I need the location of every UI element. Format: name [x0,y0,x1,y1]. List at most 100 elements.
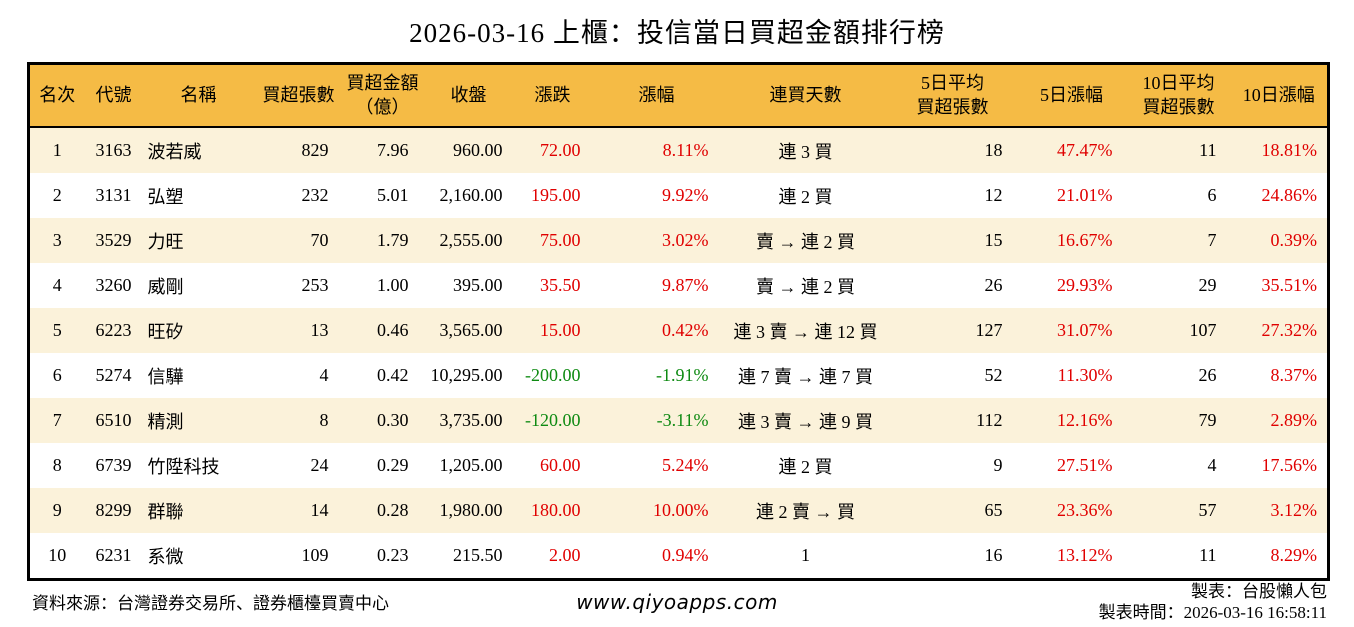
header-cell-change-pct: 漲幅 [590,63,723,128]
cell-close: 215.50 [453,545,503,565]
cell-code: 3260 [95,275,132,295]
cell-avg5-volume: 127 [975,320,1003,340]
cell-close: 2,555.00 [439,230,503,250]
table-row: 8 6739 竹陞科技 24 0.29 1,205.00 60.00 5.24% 連 2 買 9 2… [28,443,1329,488]
table-row: 7 6510 精測 8 0.30 3,735.00 -120.00 -3.11% 連 3 賣 →… [28,398,1329,443]
cell-streak-days: 連 7 賣 → 連 7 買 [738,366,873,387]
cell-avg10-volume: 6 [1207,185,1217,205]
header-cell-pct10: 10日漲幅 [1230,63,1329,128]
cell-net-buy-amount: 0.42 [377,365,409,385]
cell-avg5-volume: 16 [984,545,1003,565]
cell-pct10: 8.29% [1270,545,1318,565]
table-header-row: 名次 代號 名稱 買超張數 買超金額 （億） 收盤 漲跌 漲幅 連買天數 5日平均 買超張數 5日漲… [28,63,1329,128]
cell-code: 5274 [95,365,132,385]
cell-net-buy-volume: 253 [301,275,329,295]
cell-close: 3,565.00 [439,320,503,340]
cell-net-buy-amount: 0.46 [377,320,409,340]
cell-avg10-volume: 107 [1189,320,1217,340]
timestamp-label: 製表時間：2026-03-16 16:58:11 [1098,603,1327,622]
cell-avg10-volume: 26 [1198,365,1217,385]
cell-avg10-volume: 7 [1207,230,1217,250]
header-cell-net-buy-amount: 買超金額 （億） [342,63,423,128]
cell-net-buy-amount: 1.79 [377,230,409,250]
cell-change: 72.00 [540,140,581,160]
cell-pct5: 31.07% [1057,320,1113,340]
cell-streak-days: 連 2 賣 → 買 [756,501,855,522]
cell-change-pct: 5.24% [662,455,709,475]
page-title: 2026-03-16 上櫃：投信當日買超金額排行榜 [409,18,945,48]
cell-avg5-volume: 12 [984,185,1003,205]
cell-net-buy-volume: 109 [301,545,329,565]
table-row: 5 6223 旺矽 13 0.46 3,565.00 15.00 0.42% 連 3 賣 → 連… [28,308,1329,353]
cell-pct10: 0.39% [1270,230,1318,250]
cell-change-pct: 0.42% [662,320,709,340]
cell-avg5-volume: 52 [984,365,1003,385]
cell-streak-days: 1 [801,545,810,565]
cell-code: 8299 [95,500,132,520]
cell-streak-days: 連 3 賣 → 連 12 買 [733,321,878,342]
cell-pct5: 16.67% [1057,230,1113,250]
table-row: 1 3163 波若威 829 7.96 960.00 72.00 8.11% 連 3 買 18 47… [28,127,1329,173]
cell-code: 6223 [95,320,132,340]
cell-change: -120.00 [525,410,581,430]
cell-pct10: 17.56% [1261,455,1318,475]
cell-net-buy-volume: 70 [310,230,329,250]
table-row: 6 5274 信驊 4 0.42 10,295.00 -200.00 -1.91% 連 7 賣 … [28,353,1329,398]
cell-change-pct: -1.91% [656,365,709,385]
ranking-table: 名次 代號 名稱 買超張數 買超金額 （億） 收盤 漲跌 漲幅 連買天數 5日平均 買超張數 5日漲… [27,62,1330,581]
author-label: 製表：台股懶人包 [1191,582,1327,601]
header-cell-avg10-volume: 10日平均 買超張數 [1126,63,1231,128]
cell-streak-days: 連 3 賣 → 連 9 買 [738,411,873,432]
cell-name: 弘塑 [147,186,184,207]
cell-net-buy-amount: 0.28 [377,500,409,520]
cell-code: 6231 [95,545,132,565]
cell-net-buy-volume: 829 [301,140,329,160]
table-row: 4 3260 威剛 253 1.00 395.00 35.50 9.87% 賣 → 連 2 買 2… [28,263,1329,308]
cell-net-buy-volume: 14 [310,500,329,520]
cell-pct5: 21.01% [1057,185,1113,205]
cell-avg10-volume: 11 [1199,545,1217,565]
cell-rank: 3 [52,230,62,250]
cell-avg10-volume: 4 [1207,455,1217,475]
cell-change-pct: -3.11% [656,410,709,430]
cell-close: 2,160.00 [439,185,503,205]
cell-change-pct: 9.87% [662,275,709,295]
cell-avg5-volume: 65 [984,500,1003,520]
cell-streak-days: 連 2 買 [778,186,833,207]
cell-avg5-volume: 112 [976,410,1003,430]
header-cell-net-buy-volume: 買超張數 [254,63,343,128]
cell-pct10: 24.86% [1261,185,1318,205]
header-cell-streak-days: 連買天數 [722,63,889,128]
cell-close: 395.00 [453,275,503,295]
header-cell-change: 漲跌 [514,63,591,128]
cell-change: 180.00 [531,500,581,520]
cell-pct10: 18.81% [1261,140,1318,160]
cell-name: 旺矽 [147,321,184,342]
footer: 資料來源：台灣證券交易所、證券櫃檯買賣中心 www.qiyoapps.com 製… [27,581,1327,625]
cell-name: 群聯 [147,501,184,522]
website-url: www.qiyoapps.com [576,590,778,614]
cell-name: 力旺 [147,231,184,252]
cell-rank: 5 [52,320,62,340]
cell-net-buy-amount: 1.00 [377,275,409,295]
cell-pct10: 2.89% [1270,410,1318,430]
table-row: 9 8299 群聯 14 0.28 1,980.00 180.00 10.00% 連 2 賣 →… [28,488,1329,533]
cell-net-buy-volume: 13 [310,320,329,340]
header-cell-rank: 名次 [28,63,85,128]
cell-pct10: 35.51% [1261,275,1318,295]
table-header: 名次 代號 名稱 買超張數 買超金額 （億） 收盤 漲跌 漲幅 連買天數 5日平均 買超張數 5日漲… [28,63,1329,128]
cell-net-buy-amount: 7.96 [377,140,409,160]
cell-change: 15.00 [540,320,581,340]
cell-rank: 4 [52,275,62,295]
table-row: 3 3529 力旺 70 1.79 2,555.00 75.00 3.02% 賣 → 連 2 買… [28,218,1329,263]
cell-name: 系微 [147,546,184,567]
cell-rank: 10 [48,545,67,565]
cell-name: 精測 [147,411,184,432]
cell-change-pct: 9.92% [662,185,709,205]
cell-streak-days: 賣 → 連 2 買 [756,276,855,297]
cell-code: 6510 [95,410,132,430]
cell-name: 波若威 [147,141,202,162]
header-cell-pct5: 5日漲幅 [1016,63,1127,128]
cell-avg10-volume: 57 [1198,500,1217,520]
cell-close: 960.00 [453,140,503,160]
